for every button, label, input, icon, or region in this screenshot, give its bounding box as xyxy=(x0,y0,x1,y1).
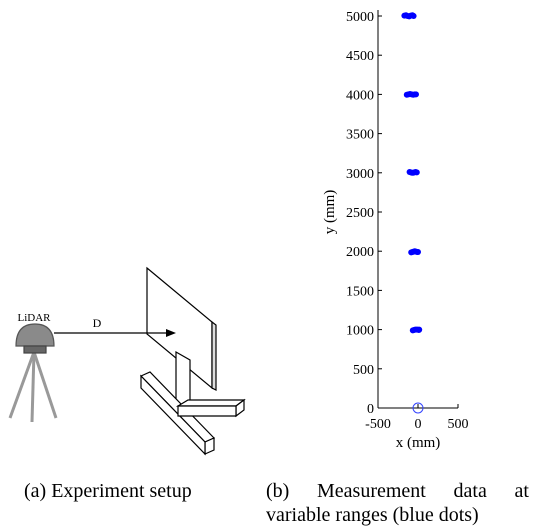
caption-a: (a) Experiment setup xyxy=(24,479,192,503)
tripod-leg xyxy=(10,352,34,418)
board-edge xyxy=(212,322,216,390)
distance-label: D xyxy=(93,316,102,330)
y-tick-label: 1000 xyxy=(346,324,374,339)
caption-b: (b) Measurement data at variable ranges … xyxy=(266,479,529,527)
lidar-dome xyxy=(16,324,54,346)
x-tick-label: 500 xyxy=(448,417,469,432)
data-point xyxy=(416,327,422,333)
y-tick-label: 3000 xyxy=(346,167,374,182)
y-tick-label: 5000 xyxy=(346,10,374,25)
y-tick-label: 4000 xyxy=(346,88,374,103)
x-tick-label: 0 xyxy=(415,417,422,432)
tripod-leg xyxy=(32,352,34,422)
y-tick-label: 2500 xyxy=(346,206,374,221)
lidar-base xyxy=(24,346,46,353)
y-tick-label: 2000 xyxy=(346,245,374,260)
x-axis-label: x (mm) xyxy=(396,435,441,451)
data-point xyxy=(413,91,419,97)
stand-bar xyxy=(178,400,244,406)
y-tick-label: 500 xyxy=(353,363,374,378)
y-tick-label: 1500 xyxy=(346,284,374,299)
tripod-leg xyxy=(34,352,56,418)
figure-art: LiDAR D 0 500 1000 1500 2000 2500 3000 3500 4000… xyxy=(0,0,533,470)
data-point xyxy=(414,169,420,175)
stand-bar-side xyxy=(178,406,236,416)
y-axis-label: y (mm) xyxy=(322,190,338,235)
setup-diagram xyxy=(10,268,244,454)
y-tick-label: 3500 xyxy=(346,128,374,143)
data-point xyxy=(411,13,417,19)
y-tick-label: 4500 xyxy=(346,49,374,64)
data-point xyxy=(415,249,421,255)
sensor-label: LiDAR xyxy=(18,312,52,324)
x-tick-label: -500 xyxy=(365,417,391,432)
y-tick-label: 0 xyxy=(367,402,374,417)
chart: 0500100015002000250030003500400045005000… xyxy=(322,10,469,451)
figure: LiDAR D 0 500 1000 1500 2000 2500 3000 3500 4000… xyxy=(0,0,533,530)
